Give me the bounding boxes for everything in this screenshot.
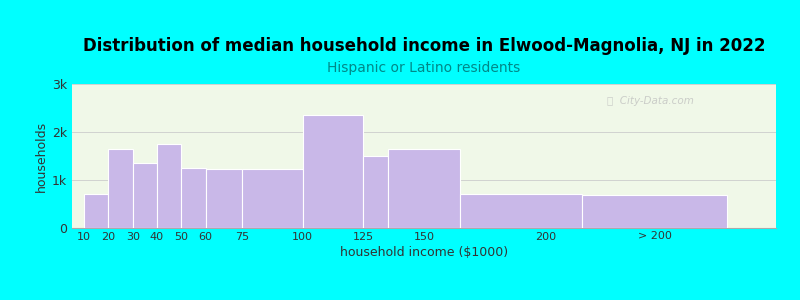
Text: ⓘ  City-Data.com: ⓘ City-Data.com xyxy=(607,95,694,106)
Text: Hispanic or Latino residents: Hispanic or Latino residents xyxy=(327,61,521,75)
X-axis label: household income ($1000): household income ($1000) xyxy=(340,246,508,259)
Title: Distribution of median household income in Elwood-Magnolia, NJ in 2022: Distribution of median household income … xyxy=(82,37,766,55)
Bar xyxy=(363,156,387,228)
Bar xyxy=(302,115,363,228)
Text: > 200: > 200 xyxy=(638,231,671,241)
Bar xyxy=(242,169,302,228)
Bar xyxy=(157,144,182,228)
Y-axis label: households: households xyxy=(35,120,48,192)
Bar xyxy=(109,149,133,228)
Bar xyxy=(182,168,206,228)
Bar xyxy=(387,149,461,228)
Bar xyxy=(84,194,109,228)
Bar xyxy=(133,163,157,228)
Bar xyxy=(582,195,727,228)
Bar xyxy=(461,194,582,228)
Bar xyxy=(206,169,242,228)
